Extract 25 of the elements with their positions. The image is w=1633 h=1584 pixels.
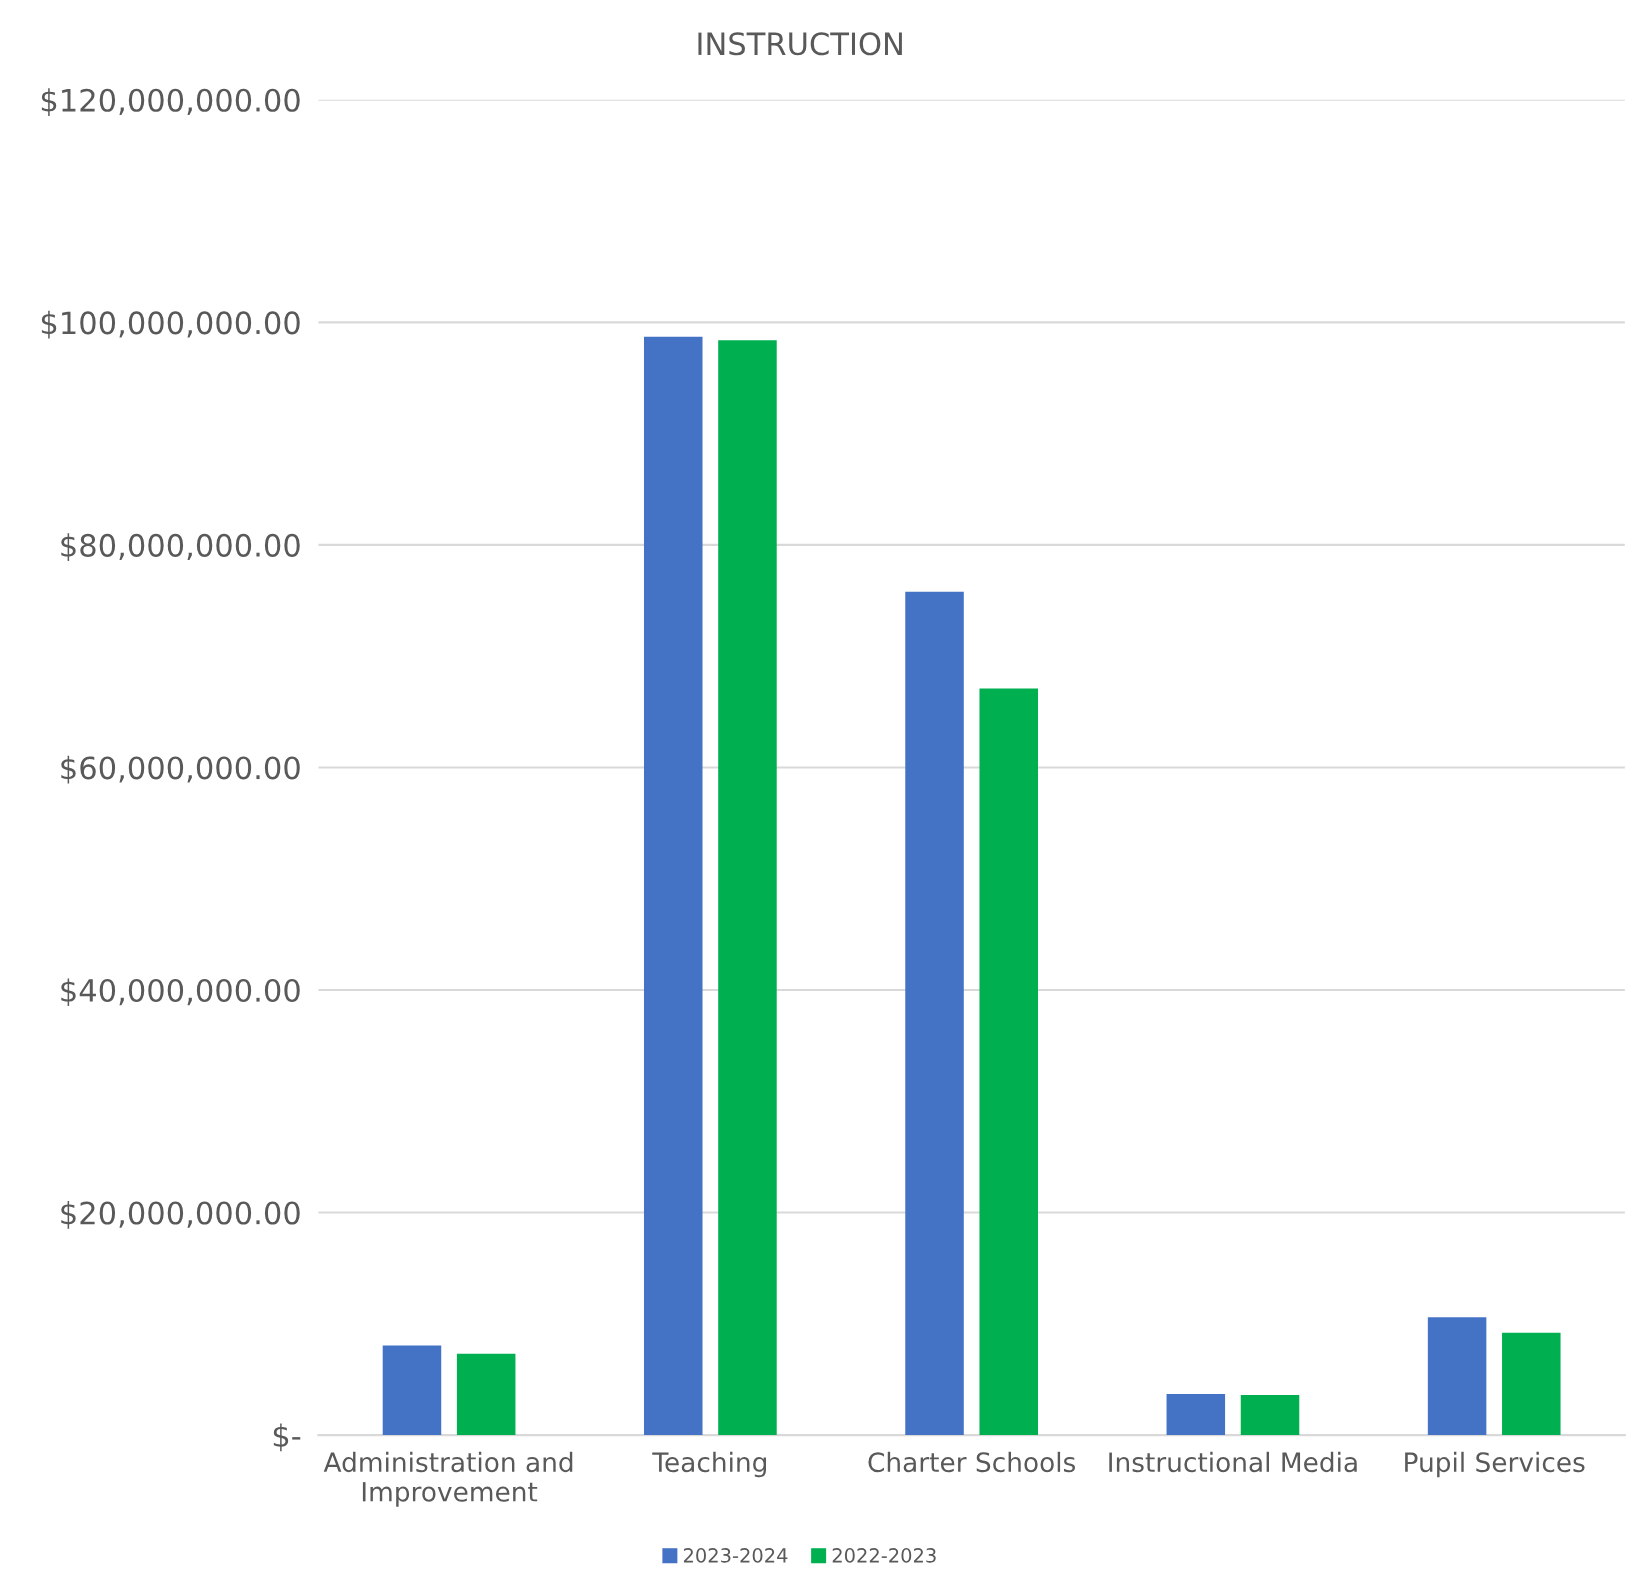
y-tick-label: $40,000,000.00 [61,978,300,1007]
y-tick-label: $120,000,000.00 [41,88,300,116]
y-tick-label: $60,000,000.00 [61,755,300,784]
legend-label: 2022-2023 [832,1548,936,1563]
bar [979,688,1038,1436]
x-tick-label: Instructional Media [1109,1451,1357,1473]
bar [1427,1317,1487,1436]
y-tick-label: $80,000,000.00 [61,533,300,561]
x-tick-label: Charter Schools [868,1451,1076,1473]
legend-label: 2023-2024 [683,1548,788,1563]
bar [382,1345,442,1436]
x-tick-label: Administration and Improvement [323,1451,573,1507]
y-tick-label: $100,000,000.00 [41,310,300,339]
x-tick-label: Pupil Services [1405,1451,1585,1478]
bar [1166,1393,1226,1436]
x-tick-label: Teaching [652,1451,766,1478]
bar [905,591,964,1436]
bar [456,1353,516,1436]
bar [718,340,777,1436]
y-tick-label: $20,000,000.00 [61,1200,300,1229]
bar [643,336,703,1436]
bar [1240,1395,1300,1436]
bar [1502,1332,1561,1436]
y-tick-label: $- [273,1423,301,1452]
chart-title: INSTRUCTION [698,32,902,56]
